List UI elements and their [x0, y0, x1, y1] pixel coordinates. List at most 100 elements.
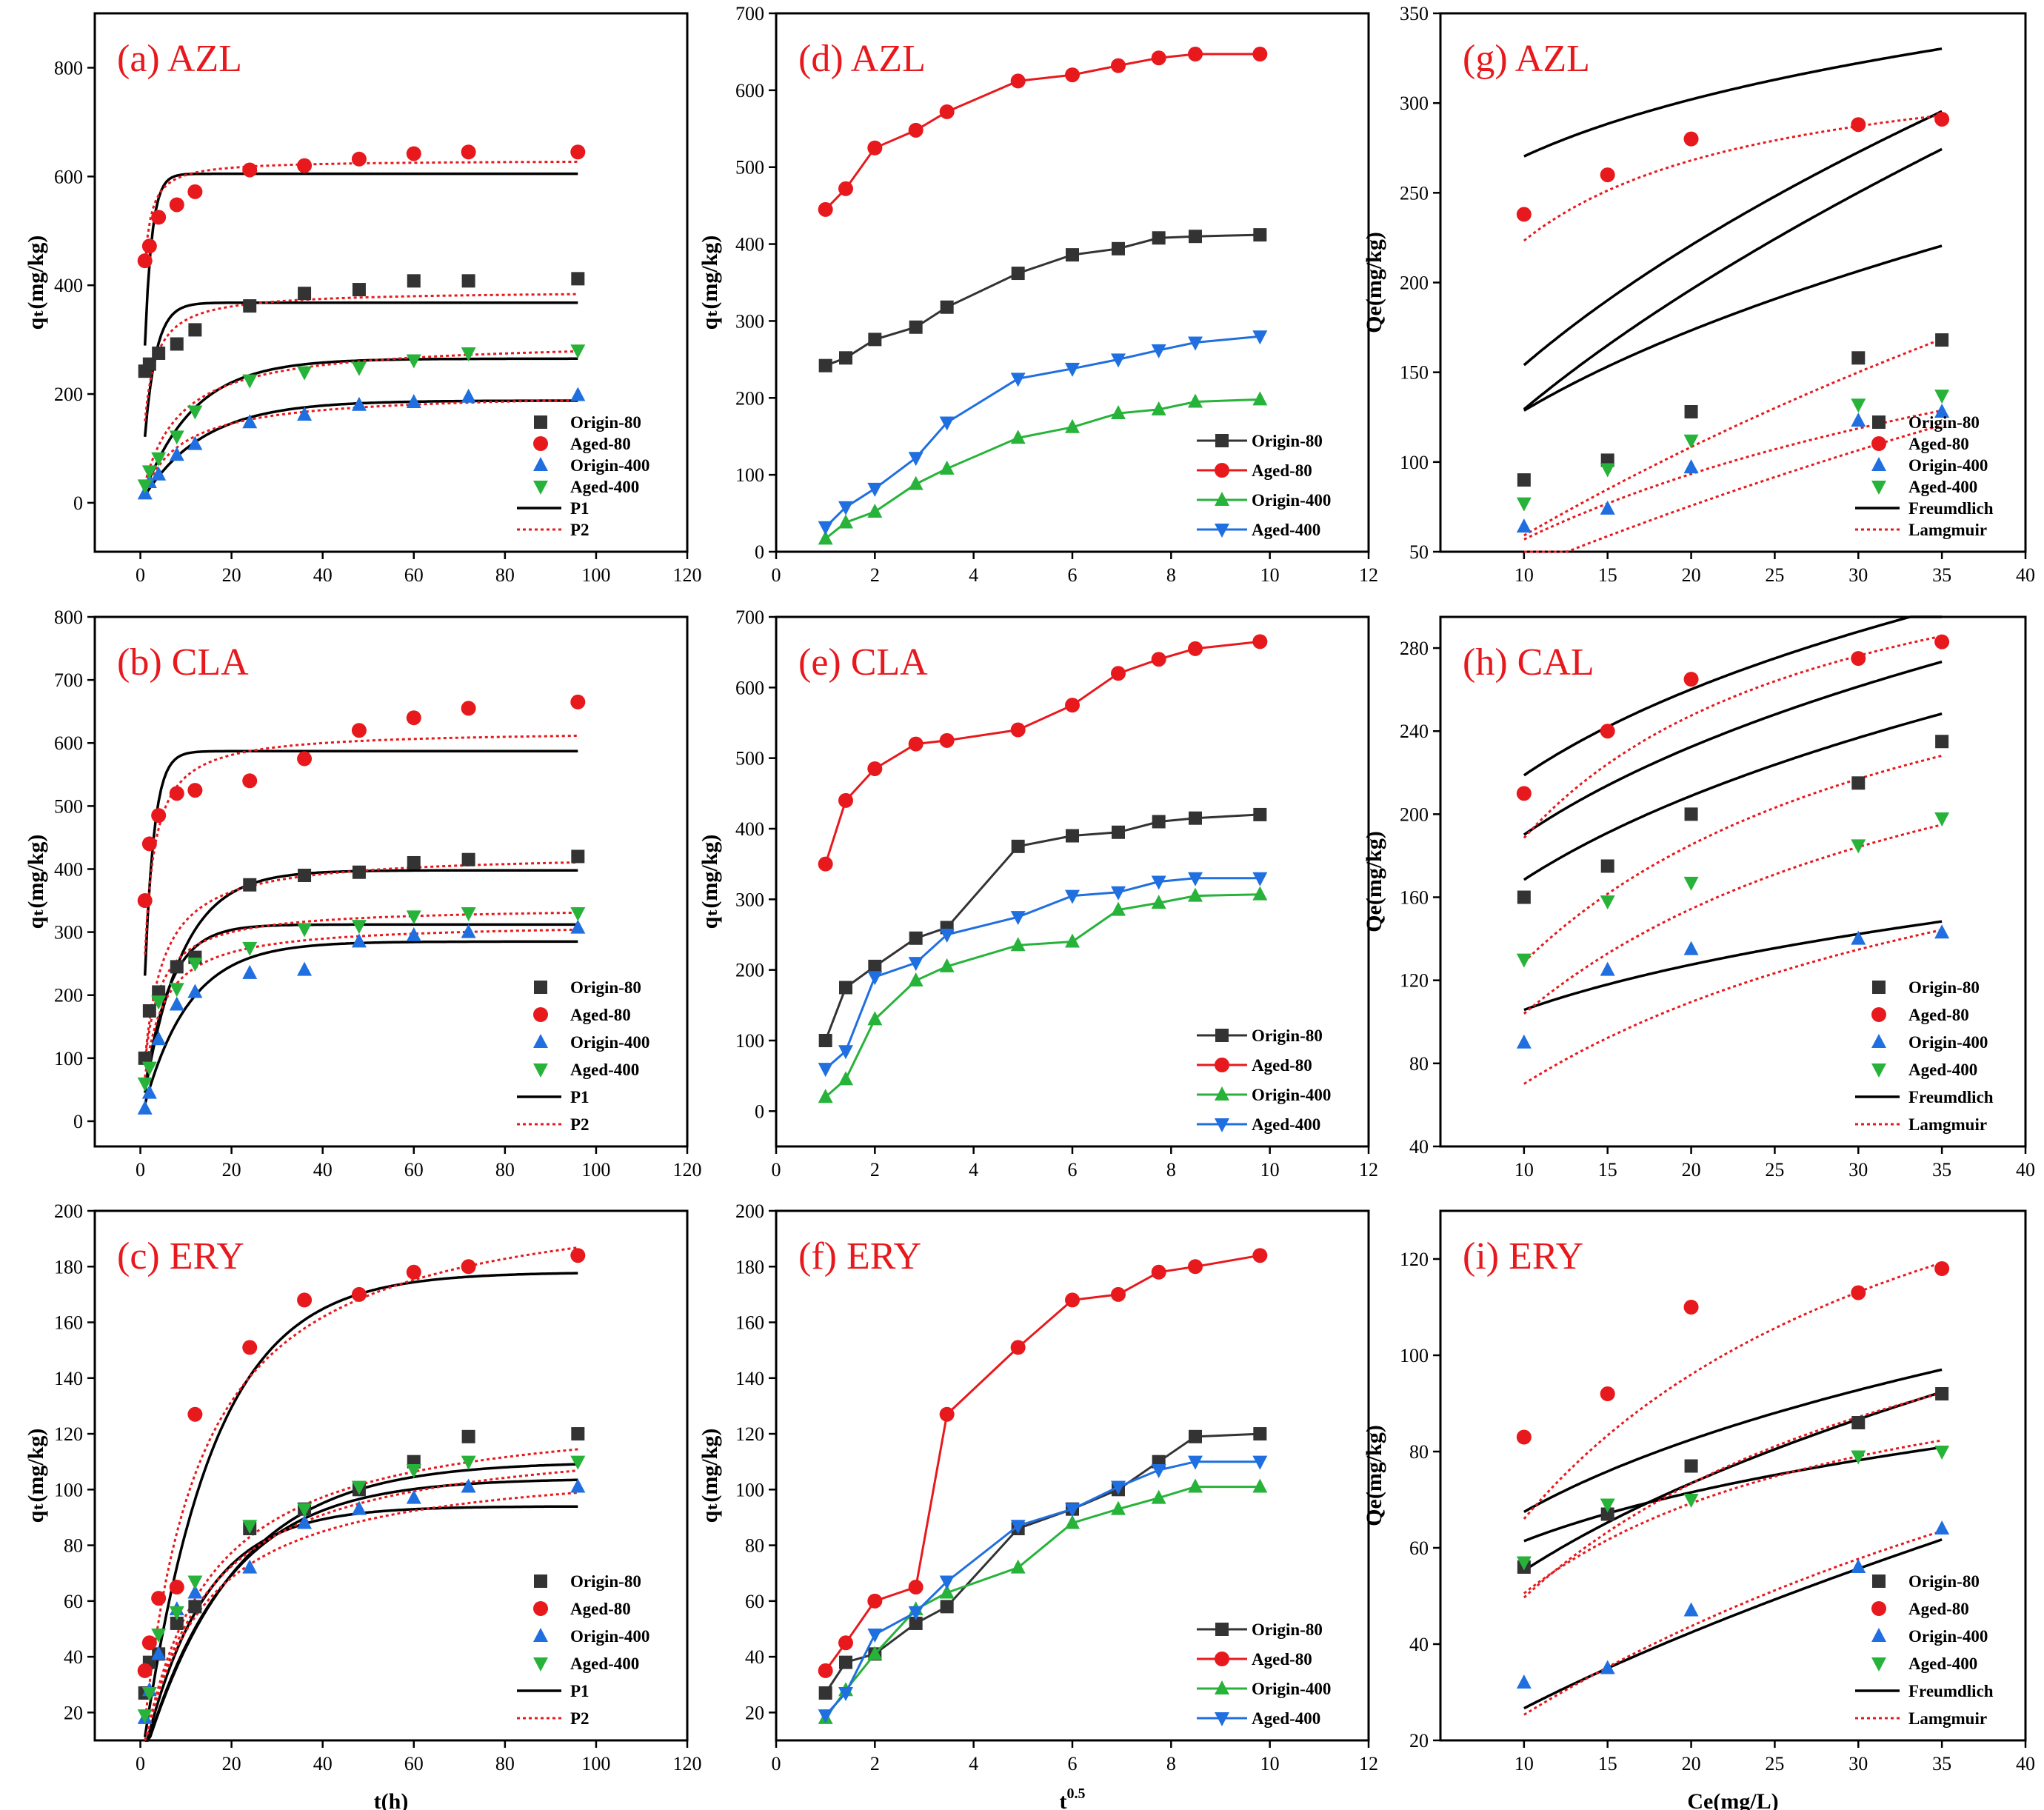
- legend-marker: [1872, 1574, 1886, 1588]
- x-tick-label: 10: [1514, 564, 1534, 586]
- x-tick-label: 4: [969, 564, 978, 586]
- x-tick-label: 40: [313, 1753, 333, 1774]
- data-point-aged-400: [151, 995, 167, 1010]
- legend-marker: [1215, 1712, 1229, 1726]
- fit-curve-p1: [144, 940, 578, 1105]
- x-tick-label: 40: [313, 564, 333, 586]
- y-tick-label: 200: [1400, 273, 1429, 294]
- data-point-origin-400: [1600, 500, 1615, 515]
- data-point-aged-80: [1600, 1386, 1615, 1401]
- series-line-origin-400: [824, 398, 1260, 540]
- legend-entry: Aged-400: [533, 478, 639, 496]
- legend-marker: [1215, 1652, 1229, 1666]
- legend-entry: Freumdlich: [1855, 1682, 1994, 1700]
- y-tick-label: 40: [64, 1646, 83, 1668]
- data-point-aged-400: [1111, 886, 1126, 901]
- y-tick-label: 160: [735, 1312, 764, 1334]
- data-point-origin-80: [1189, 1429, 1202, 1443]
- data-point-origin-400: [1683, 1602, 1699, 1617]
- data-point-origin-80: [170, 337, 184, 351]
- data-point-origin-400: [1851, 1559, 1866, 1573]
- y-tick-label: 200: [1400, 804, 1429, 825]
- legend-label: Aged-80: [570, 1600, 631, 1618]
- y-tick-label: 100: [1400, 1345, 1429, 1366]
- y-tick-label: 100: [54, 1048, 83, 1069]
- x-tick-label: 4: [969, 1159, 978, 1180]
- data-point-aged-80: [1188, 47, 1203, 62]
- y-tick-label: 600: [54, 166, 83, 187]
- panel-title: (d) AZL: [798, 38, 926, 80]
- data-point-aged-400: [351, 920, 367, 935]
- x-tick-label: 40: [313, 1159, 333, 1180]
- fit-curve-langmuir: [1523, 114, 1943, 242]
- fit-curve-langmuir: [1523, 338, 1943, 537]
- x-tick-label: 10: [1514, 1753, 1534, 1774]
- data-point-aged-80: [1065, 67, 1080, 83]
- data-point-aged-400: [939, 929, 955, 943]
- data-point-origin-400: [1151, 895, 1166, 909]
- data-point-aged-80: [1111, 58, 1126, 73]
- legend-marker: [533, 436, 548, 451]
- legend-label: Origin-80: [1252, 432, 1323, 450]
- data-point-aged-80: [1600, 724, 1615, 739]
- data-point-origin-80: [1684, 404, 1698, 418]
- legend-label: Aged-80: [1252, 1650, 1312, 1669]
- legend-marker: [1215, 463, 1229, 478]
- data-point-origin-80: [1600, 1507, 1614, 1521]
- legend-entry: Origin-400: [1197, 491, 1331, 510]
- x-tick-label: 0: [136, 564, 145, 586]
- data-point-aged-80: [867, 761, 883, 776]
- data-point-aged-400: [908, 957, 924, 972]
- x-tick-label: 20: [222, 1159, 241, 1180]
- legend-entry: Origin-400: [1871, 1033, 1988, 1052]
- data-point-aged-80: [818, 201, 833, 217]
- y-tick-label: 40: [1409, 1136, 1429, 1158]
- data-point-origin-400: [1851, 413, 1866, 427]
- legend-entry: Aged-80: [1871, 1006, 1969, 1024]
- data-point-origin-80: [1066, 248, 1079, 262]
- x-tick-label: 10: [1260, 564, 1280, 586]
- data-point-origin-400: [1683, 459, 1699, 474]
- data-point-aged-400: [1516, 1556, 1532, 1571]
- data-point-origin-400: [461, 1478, 476, 1493]
- legend-label: Aged-400: [1908, 1654, 1977, 1673]
- data-point-origin-400: [1065, 1515, 1080, 1529]
- data-point-aged-80: [242, 162, 258, 178]
- fit-curve-langmuir: [1523, 1261, 1943, 1520]
- x-tick-label: 100: [581, 564, 610, 586]
- y-tick-label: 200: [54, 384, 83, 405]
- data-point-origin-400: [818, 530, 833, 545]
- x-tick-label: 10: [1260, 1753, 1280, 1774]
- y-tick-label: 140: [54, 1368, 83, 1389]
- data-point-aged-80: [169, 786, 184, 801]
- x-tick-label: 15: [1598, 1159, 1617, 1180]
- data-point-origin-400: [151, 1031, 167, 1046]
- data-point-aged-400: [838, 1687, 853, 1702]
- y-axis-label: qₜ(mg/kg): [698, 1429, 722, 1523]
- data-point-aged-400: [908, 452, 924, 467]
- data-point-aged-400: [151, 1629, 167, 1643]
- legend-label: Aged-400: [1908, 1061, 1977, 1079]
- data-point-aged-400: [1600, 1498, 1615, 1513]
- data-point-origin-400: [141, 1084, 157, 1099]
- data-point-aged-400: [169, 430, 184, 445]
- data-point-aged-80: [1934, 1261, 1950, 1276]
- fit-curve-freundlich: [1523, 1368, 1943, 1514]
- data-point-aged-80: [141, 238, 157, 254]
- data-point-origin-400: [939, 958, 955, 972]
- data-point-origin-400: [1851, 930, 1866, 945]
- data-point-aged-400: [297, 1503, 313, 1517]
- legend-entry: Aged-400: [1871, 478, 1977, 496]
- data-point-aged-400: [242, 374, 258, 389]
- data-point-origin-80: [188, 1600, 202, 1614]
- legend-entry: Aged-400: [1197, 1709, 1320, 1728]
- data-point-aged-400: [867, 971, 883, 986]
- fit-curve-freundlich: [1523, 660, 1943, 836]
- legend-label: Freumdlich: [1908, 499, 1994, 518]
- x-tick-label: 6: [1068, 564, 1078, 586]
- data-point-aged-80: [242, 773, 258, 789]
- legend-label: Lamgmuir: [1908, 1709, 1987, 1728]
- legend-label: Freumdlich: [1908, 1682, 1994, 1700]
- data-point-aged-400: [1252, 872, 1268, 886]
- y-axis-label: Qe(mg/kg): [1362, 1425, 1386, 1526]
